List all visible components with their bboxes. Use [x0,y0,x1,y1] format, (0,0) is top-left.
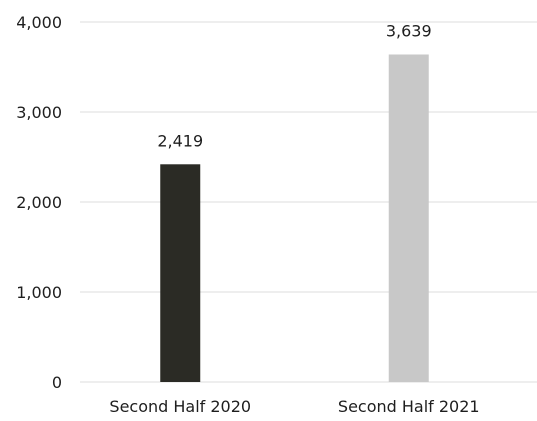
bars [160,54,429,383]
y-tick-label: 2,000 [16,193,62,212]
bar-1 [160,164,201,382]
bar-2 [388,54,429,383]
x-tick-label: Second Half 2021 [338,397,480,416]
y-axis-ticks: 0 1,000 2,000 3,000 4,000 [16,13,62,392]
gridlines [80,21,537,383]
data-label: 2,419 [157,131,203,150]
y-tick-label: 4,000 [16,13,62,32]
x-tick-label: Second Half 2020 [109,397,251,416]
y-tick-label: 0 [52,373,62,392]
y-tick-label: 1,000 [16,283,62,302]
data-labels: 2,419 3,639 [157,21,431,150]
data-label: 3,639 [386,21,432,40]
y-tick-label: 3,000 [16,103,62,122]
x-axis-ticks: Second Half 2020 Second Half 2021 [109,397,479,416]
